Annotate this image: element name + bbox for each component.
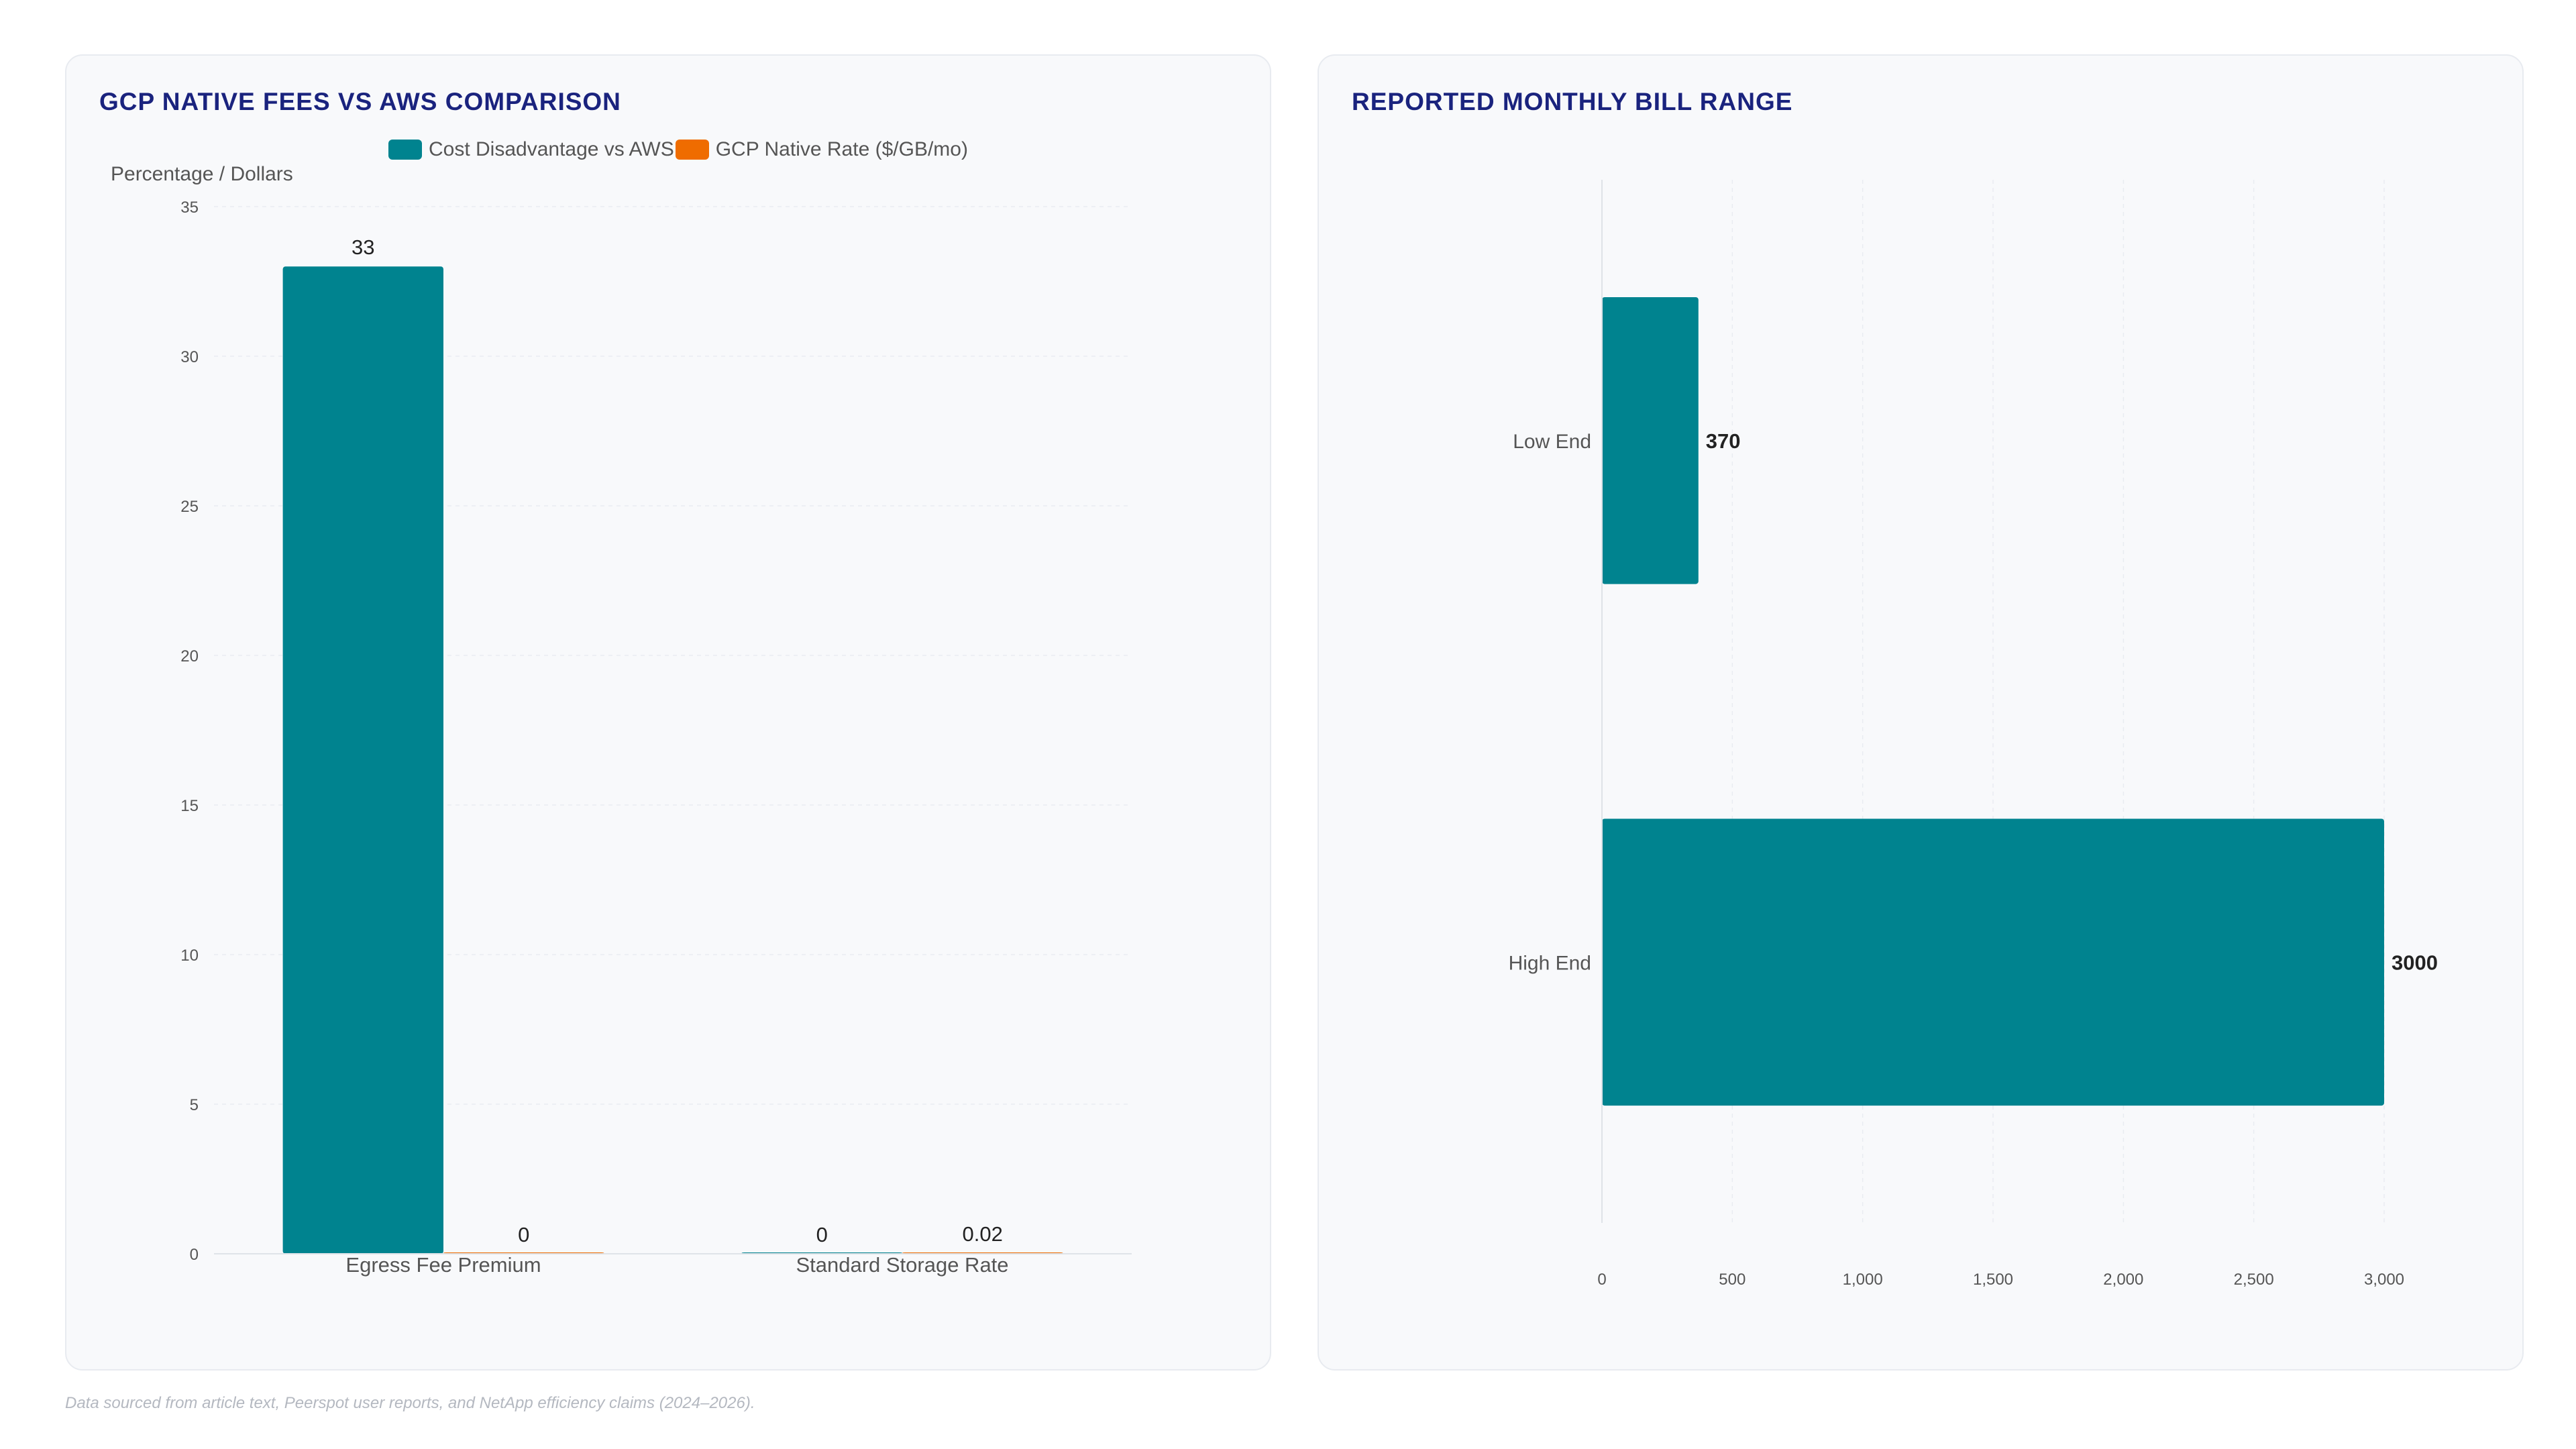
y-tick-label: 15 — [180, 797, 199, 815]
fees-comparison-panel: GCP NATIVE FEES VS AWS COMPARISON Cost D… — [65, 54, 1271, 1371]
data-label: 370 — [1706, 429, 1741, 453]
x-tick-label: Standard Storage Rate — [796, 1253, 1008, 1277]
x-tick-label: 1,500 — [1973, 1271, 2013, 1289]
y-tick-label: 25 — [180, 498, 199, 516]
legend-label: GCP Native Rate ($/GB/mo) — [715, 138, 968, 160]
y-axis-label: Percentage / Dollars — [111, 163, 293, 185]
y-tick-label: Low End — [1513, 431, 1591, 453]
y-tick-label: 30 — [180, 348, 199, 366]
data-label: 3000 — [2392, 951, 2438, 974]
data-label: 0.02 — [963, 1222, 1003, 1246]
y-tick-label: 10 — [180, 947, 199, 965]
x-tick-label: 1,000 — [1843, 1271, 1883, 1289]
monthly-bill-panel: REPORTED MONTHLY BILL RANGE 0 500 1,000 1,5… — [1318, 54, 2524, 1371]
legend-item-gcp-rate[interactable]: GCP Native Rate ($/GB/mo) — [675, 138, 968, 161]
y-tick-label: 5 — [190, 1096, 199, 1114]
legend-swatch-orange — [675, 140, 709, 160]
bar — [1602, 818, 2384, 1106]
x-tick-label: Egress Fee Premium — [345, 1253, 541, 1277]
vertical-bar-chart: Percentage / Dollars 0 5 10 15 20 25 30 35 Egress… — [111, 163, 1132, 1277]
footnote: Data sourced from article text, Peerspot… — [65, 1394, 755, 1412]
legend: Cost Disadvantage vs AWS GCP Native Rate… — [388, 138, 969, 161]
x-tick-label: 0 — [1597, 1271, 1606, 1289]
legend-swatch-teal — [388, 140, 422, 160]
bar — [282, 266, 443, 1254]
x-tick-label: 3,000 — [2364, 1271, 2404, 1289]
y-tick-label: 20 — [180, 647, 199, 665]
y-tick-label: High End — [1509, 952, 1591, 974]
chart-title: REPORTED MONTHLY BILL RANGE — [1352, 88, 1793, 115]
data-label: 0 — [816, 1223, 828, 1246]
bar — [1602, 297, 1699, 584]
legend-item-cost-disadvantage[interactable]: Cost Disadvantage vs AWS — [388, 138, 674, 161]
x-tick-label: 500 — [1719, 1271, 1746, 1289]
y-tick-label: 35 — [180, 199, 199, 217]
chart-title: GCP NATIVE FEES VS AWS COMPARISON — [99, 88, 621, 115]
horizontal-bar-chart: 0 500 1,000 1,500 2,000 2,500 3,000 Low End 370 H… — [1509, 180, 2438, 1289]
y-tick-label: 0 — [190, 1246, 199, 1264]
data-label: 33 — [352, 235, 374, 259]
x-tick-label: 2,000 — [2103, 1271, 2143, 1289]
x-tick-label: 2,500 — [2234, 1271, 2274, 1289]
data-label: 0 — [518, 1223, 529, 1246]
legend-label: Cost Disadvantage vs AWS — [429, 138, 674, 160]
